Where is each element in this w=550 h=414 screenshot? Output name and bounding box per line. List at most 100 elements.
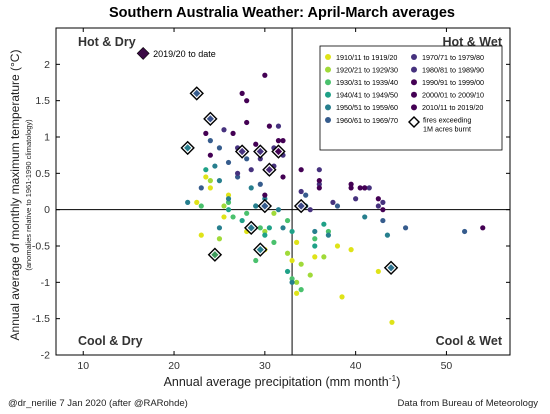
data-point-series-7 [330, 199, 336, 205]
data-point-series-5 [325, 232, 331, 238]
data-point-series-1 [312, 254, 318, 260]
data-point-series-1 [289, 257, 295, 264]
data-point-series-5 [212, 163, 218, 169]
fire-marker-core [193, 89, 201, 97]
data-point-series-6 [216, 145, 223, 151]
data-point-series-3 [244, 210, 250, 216]
data-point-series-6 [207, 138, 213, 144]
legend-entry: 1940/41 to 1949/50 [336, 91, 398, 100]
current-year-highlight: 2019/20 to date [136, 47, 216, 60]
y-tick-label: -1.5 [32, 313, 50, 325]
data-point-series-9 [230, 130, 236, 136]
data-point-series-5 [185, 199, 191, 205]
data-point-series-10 [298, 167, 304, 173]
data-point-series-1 [348, 247, 354, 253]
data-point-series-5 [248, 185, 254, 191]
data-point-series-10 [262, 192, 268, 198]
legend-swatch [325, 91, 331, 98]
data-point-series-3 [298, 287, 304, 293]
data-point-series-4 [262, 232, 268, 238]
data-point-series-1 [294, 239, 300, 245]
legend-entry: 1920/21 to 1929/30 [336, 65, 398, 74]
data-point-series-10 [239, 90, 245, 96]
legend-entry: 1980/81 to 1989/90 [422, 65, 484, 74]
data-point-series-10 [316, 185, 322, 191]
data-point-series-8 [248, 167, 254, 173]
data-point-series-2 [207, 178, 213, 184]
data-point-series-10 [253, 141, 259, 147]
data-point-series-1 [375, 268, 381, 275]
axes: 10 20 30 40 50 -2 -1.5 -1 -0.5 0 0.5 1 1.5 2 [32, 28, 510, 372]
data-point-series-6 [244, 156, 250, 162]
data-point-series-6 [235, 174, 241, 180]
data-point-series-1 [221, 214, 227, 220]
data-point-series-5 [312, 228, 318, 235]
data-point-series-2 [271, 210, 277, 216]
data-point-series-11 [275, 138, 282, 144]
data-point-series-4 [266, 225, 272, 231]
data-point-series-2 [294, 279, 300, 285]
data-point-series-11 [362, 185, 368, 191]
data-point-series-4 [312, 243, 318, 249]
data-point-series-7 [257, 156, 263, 162]
fire-marker-core [256, 246, 264, 254]
fire-marker-core [256, 147, 264, 156]
chart-title: Southern Australia Weather: April-March … [109, 5, 455, 21]
x-tick-label: 20 [168, 360, 180, 372]
data-point-series-3 [325, 228, 331, 235]
data-point-series-1 [339, 294, 345, 300]
data-point-series-2 [262, 228, 268, 235]
data-point-series-5 [362, 214, 368, 220]
data-point-series-5 [253, 203, 259, 209]
data-point-series-2 [221, 203, 227, 209]
data-point-series-6 [402, 225, 409, 231]
legend-swatch [411, 91, 417, 98]
data-point-series-1 [389, 319, 395, 325]
data-point-series-7 [316, 181, 322, 187]
fire-marker-core [238, 147, 246, 156]
data-point-series-8 [375, 203, 381, 209]
x-tick-label: 50 [441, 360, 453, 372]
fire-marker-core [274, 147, 283, 156]
y-tick-label: 2 [44, 59, 50, 71]
data-point-series-3 [312, 236, 318, 242]
data-point-series-6 [380, 217, 386, 224]
highlight-marker [136, 47, 150, 60]
data-point-series-6 [303, 192, 309, 198]
data-point-series-9 [357, 185, 363, 191]
fire-marker-core [184, 144, 192, 152]
data-point-series-6 [225, 159, 232, 166]
data-point-series-7 [298, 188, 304, 195]
data-point-series-1 [203, 174, 209, 180]
data-point-series-8 [221, 127, 227, 133]
legend-swatch [325, 66, 331, 73]
data-point-series-11 [262, 72, 268, 78]
fire-markers [180, 86, 399, 275]
legend-swatch [411, 79, 417, 86]
data-point-series-2 [307, 272, 313, 278]
data-point-series-4 [203, 167, 209, 173]
x-tick-label: 40 [350, 360, 362, 372]
data-point-series-9 [280, 174, 286, 180]
y-tick-label: 1.5 [35, 95, 50, 107]
data-point-series-9 [207, 152, 213, 158]
x-tick-label: 30 [259, 360, 271, 372]
y-tick-label: 1 [44, 132, 50, 144]
data-point-series-4 [239, 217, 245, 224]
data-point-series-1 [194, 199, 200, 205]
highlight-label: 2019/20 to date [153, 49, 216, 59]
data-point-series-2 [298, 261, 304, 267]
fire-marker-core [206, 115, 214, 123]
data-point-series-11 [316, 178, 322, 184]
y-tick-label: 0.5 [35, 168, 50, 180]
data-point-series-10 [244, 119, 250, 126]
legend-entry: 1950/51 to 1959/60 [336, 103, 398, 112]
data-point-series-5 [262, 196, 268, 202]
quadrant-hot-wet: Hot & Wet [443, 35, 503, 49]
data-point-series-11 [348, 185, 354, 191]
data-point-series-11 [380, 207, 386, 213]
y-axis-sublabel: (anomalies relative to 1961-1990 climato… [24, 119, 33, 271]
legend-swatch [411, 54, 417, 60]
fire-marker-core [297, 202, 305, 210]
